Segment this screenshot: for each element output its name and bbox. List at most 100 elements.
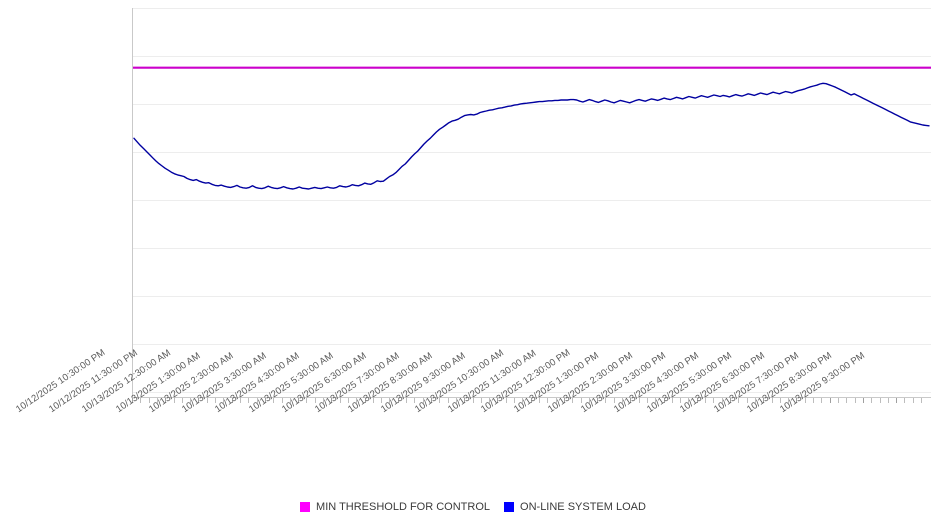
x-tick-minor <box>913 398 914 403</box>
x-tick-major <box>830 398 831 403</box>
x-tick-minor <box>323 398 324 403</box>
x-tick-minor <box>315 398 316 403</box>
x-tick-minor <box>522 398 523 403</box>
x-tick-minor <box>514 398 515 403</box>
x-tick-major <box>896 398 897 403</box>
x-tick-minor <box>605 398 606 403</box>
x-tick-major <box>365 398 366 403</box>
gridline <box>132 8 931 9</box>
x-tick-major <box>232 398 233 403</box>
x-tick-minor <box>439 398 440 403</box>
x-tick-minor <box>572 398 573 403</box>
x-tick-minor <box>356 398 357 403</box>
x-tick-minor <box>788 398 789 403</box>
x-tick-minor <box>556 398 557 403</box>
x-tick-minor <box>182 398 183 403</box>
x-tick-minor <box>647 398 648 403</box>
x-tick-minor <box>456 398 457 403</box>
x-tick-minor <box>672 398 673 403</box>
x-tick-major <box>697 398 698 403</box>
x-tick-minor <box>589 398 590 403</box>
x-tick-minor <box>639 398 640 403</box>
gridline <box>132 392 931 393</box>
x-tick-minor <box>738 398 739 403</box>
x-tick-major <box>564 398 565 403</box>
x-tick-minor <box>414 398 415 403</box>
x-tick-minor <box>772 398 773 403</box>
x-tick-minor <box>614 398 615 403</box>
x-tick-minor <box>157 398 158 403</box>
plot-area <box>132 8 931 398</box>
x-tick-minor <box>489 398 490 403</box>
x-tick-minor <box>389 398 390 403</box>
legend-label: MIN THRESHOLD FOR CONTROL <box>316 501 491 513</box>
x-tick-minor <box>581 398 582 403</box>
x-tick-major <box>464 398 465 403</box>
x-tick-minor <box>705 398 706 403</box>
x-axis-ticks <box>132 398 931 403</box>
x-tick-minor <box>282 398 283 403</box>
x-tick-major <box>497 398 498 403</box>
gridline <box>132 296 931 297</box>
x-tick-minor <box>747 398 748 403</box>
x-tick-minor <box>149 398 150 403</box>
x-tick-minor <box>190 398 191 403</box>
x-tick-minor <box>248 398 249 403</box>
x-tick-minor <box>921 398 922 403</box>
y-axis-line <box>132 8 133 398</box>
x-tick-major <box>132 398 133 403</box>
x-tick-major <box>531 398 532 403</box>
gridline <box>132 248 931 249</box>
x-tick-minor <box>780 398 781 403</box>
x-tick-major <box>763 398 764 403</box>
x-tick-minor <box>373 398 374 403</box>
x-tick-major <box>863 398 864 403</box>
x-tick-major <box>664 398 665 403</box>
x-axis-labels: 10/12/2025 10:30:00 PM 10/12/2025 11:30:0… <box>0 347 946 488</box>
x-tick-minor <box>215 398 216 403</box>
x-tick-major <box>398 398 399 403</box>
x-tick-minor <box>481 398 482 403</box>
x-tick-minor <box>423 398 424 403</box>
x-tick-major <box>796 398 797 403</box>
x-axis-line <box>132 397 931 398</box>
x-tick-minor <box>855 398 856 403</box>
x-tick-minor <box>448 398 449 403</box>
x-tick-minor <box>306 398 307 403</box>
x-tick-minor <box>348 398 349 403</box>
x-tick-minor <box>846 398 847 403</box>
legend-swatch-icon <box>504 502 515 512</box>
legend-label: ON-LINE SYSTEM LOAD <box>520 501 646 513</box>
x-tick-minor <box>240 398 241 403</box>
x-tick-major <box>331 398 332 403</box>
x-tick-minor <box>174 398 175 403</box>
x-tick-minor <box>888 398 889 403</box>
legend-item-min-threshold[interactable]: MIN THRESHOLD FOR CONTROL <box>300 501 490 513</box>
x-tick-major <box>198 398 199 403</box>
x-tick-major <box>730 398 731 403</box>
x-tick-minor <box>140 398 141 403</box>
x-tick-major <box>265 398 266 403</box>
x-tick-minor <box>273 398 274 403</box>
x-tick-minor <box>381 398 382 403</box>
x-tick-major <box>431 398 432 403</box>
x-tick-minor <box>539 398 540 403</box>
x-tick-minor <box>805 398 806 403</box>
x-tick-minor <box>688 398 689 403</box>
gridline <box>132 152 931 153</box>
chart-legend: MIN THRESHOLD FOR CONTROL ON-LINE SYSTEM… <box>0 498 946 516</box>
legend-item-online-system-load[interactable]: ON-LINE SYSTEM LOAD <box>504 501 646 513</box>
x-tick-major <box>630 398 631 403</box>
x-tick-minor <box>680 398 681 403</box>
x-tick-minor <box>473 398 474 403</box>
x-tick-minor <box>506 398 507 403</box>
x-tick-minor <box>904 398 905 403</box>
x-tick-minor <box>880 398 881 403</box>
x-tick-major <box>165 398 166 403</box>
x-tick-major <box>597 398 598 403</box>
x-tick-minor <box>722 398 723 403</box>
x-tick-minor <box>257 398 258 403</box>
x-tick-minor <box>622 398 623 403</box>
x-tick-major <box>298 398 299 403</box>
